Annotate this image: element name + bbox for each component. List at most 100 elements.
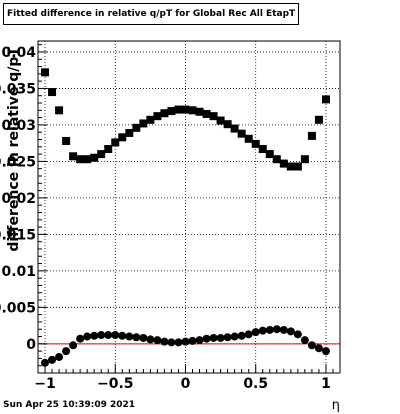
data-point-circle [293, 330, 302, 339]
data-point-square [258, 144, 267, 153]
series-squares [41, 68, 330, 171]
data-point-circle [111, 331, 120, 340]
y-axis-title: difference in relative q/pT [6, 47, 22, 252]
data-point-square [265, 150, 274, 159]
data-point-square [41, 68, 50, 77]
data-point-square [307, 131, 316, 140]
data-point-square [132, 123, 141, 132]
chart-title: Fitted difference in relative q/pT for G… [3, 3, 300, 25]
data-point-square [300, 155, 309, 164]
data-point-circle [181, 337, 190, 346]
data-point-square [314, 115, 323, 124]
x-tick-label: −0.5 [97, 376, 134, 392]
data-point-square [251, 139, 260, 148]
data-point-square [174, 105, 183, 114]
data-point-circle [132, 333, 141, 342]
data-point-circle [118, 331, 127, 340]
data-point-circle [104, 331, 113, 340]
data-point-circle [314, 344, 323, 353]
data-point-square [188, 106, 197, 115]
data-point-circle [230, 332, 239, 341]
data-point-circle [223, 333, 232, 342]
data-point-circle [209, 333, 218, 342]
data-point-circle [244, 330, 253, 339]
data-point-circle [160, 337, 169, 346]
data-point-circle [202, 334, 211, 343]
data-point-square [118, 133, 127, 142]
data-point-circle [300, 336, 309, 345]
data-point-square [97, 150, 106, 159]
data-point-circle [62, 347, 71, 356]
data-point-circle [216, 333, 225, 342]
series-circles [41, 325, 330, 367]
data-point-square [160, 109, 169, 118]
data-point-square [279, 159, 288, 168]
data-point-circle [237, 331, 246, 340]
data-point-circle [41, 358, 50, 367]
x-axis-title: η [332, 398, 340, 413]
data-point-circle [69, 341, 78, 350]
data-point-circle [125, 332, 134, 341]
data-point-circle [195, 336, 204, 345]
data-point-circle [167, 338, 176, 347]
data-point-square [69, 152, 78, 161]
axes: −1 −0.5 0 0.5 1 0 0.005 0.01 0.015 0.02 0.025 0.03 0… [0, 44, 341, 413]
data-point-square [111, 138, 120, 147]
data-point-circle [265, 325, 274, 334]
data-point-square [90, 153, 99, 162]
x-tick-label: 0 [181, 376, 191, 392]
data-point-circle [188, 336, 197, 345]
data-point-square [202, 109, 211, 118]
data-point-square [104, 144, 113, 153]
grid-lines [38, 41, 340, 373]
data-point-square [230, 124, 239, 133]
data-point-square [237, 129, 246, 138]
data-point-circle [286, 327, 295, 336]
data-point-circle [90, 331, 99, 340]
x-tick-label: −1 [34, 376, 55, 392]
data-point-square [62, 136, 71, 145]
data-point-circle [279, 325, 288, 334]
data-point-circle [307, 341, 316, 350]
data-point-square [146, 115, 155, 124]
x-tick-label: 0.5 [243, 376, 268, 392]
y-tick-label: 0.01 [1, 264, 36, 280]
data-point-square [153, 112, 162, 121]
data-point-square [83, 155, 92, 164]
data-point-circle [48, 355, 57, 364]
data-point-circle [146, 335, 155, 344]
y-tick-label: 0.015 [0, 227, 36, 243]
plot-frame [37, 40, 341, 374]
data-point-square [244, 134, 253, 143]
data-point-circle [55, 352, 64, 361]
data-point-circle [83, 332, 92, 341]
data-point-circle [97, 331, 106, 340]
data-point-square [167, 107, 176, 116]
data-point-square [181, 105, 190, 114]
y-tick-label: 0.04 [1, 45, 36, 61]
data-point-square [139, 119, 148, 128]
data-point-circle [251, 328, 260, 337]
data-point-circle [76, 334, 85, 343]
y-tick-label: 0.03 [1, 118, 36, 134]
data-point-square [272, 155, 281, 164]
data-point-square [321, 95, 330, 104]
data-point-circle [153, 336, 162, 345]
y-tick-label: 0 [26, 337, 36, 353]
data-point-square [293, 162, 302, 171]
data-point-square [195, 107, 204, 116]
data-point-circle [321, 347, 330, 356]
data-point-circle [174, 338, 183, 347]
x-tick-label: 1 [321, 376, 331, 392]
data-point-square [223, 120, 232, 129]
data-point-square [76, 155, 85, 164]
y-tick-label: 0.02 [1, 191, 36, 207]
y-tick-label: 0.035 [0, 81, 36, 97]
data-point-circle [272, 325, 281, 334]
timestamp: Sun Apr 25 10:39:09 2021 [3, 400, 136, 410]
data-point-circle [139, 333, 148, 342]
data-point-square [55, 106, 64, 115]
data-point-square [125, 128, 134, 137]
data-point-square [48, 88, 57, 97]
